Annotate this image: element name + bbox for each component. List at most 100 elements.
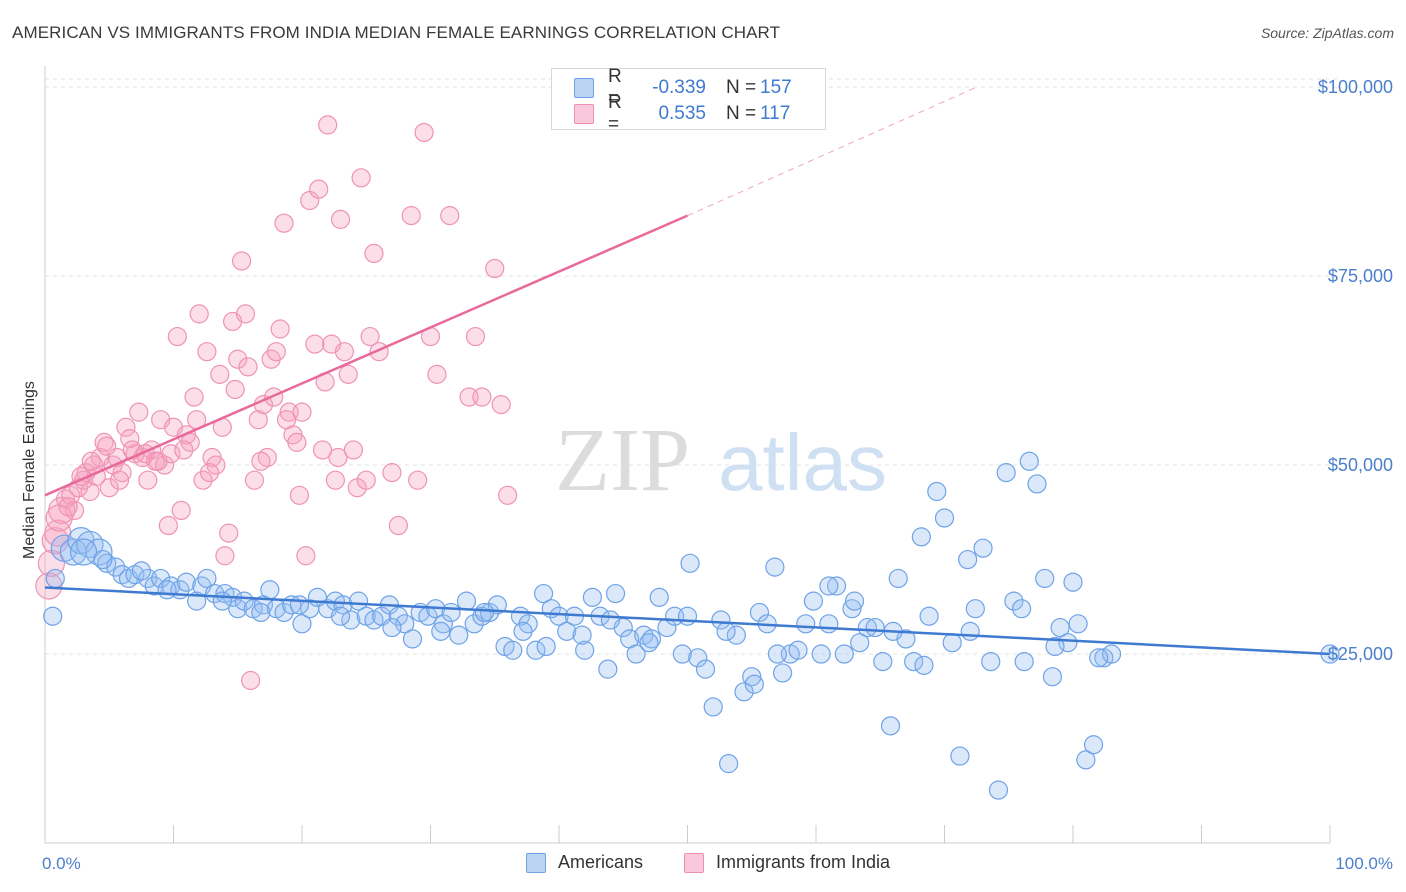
india-point — [498, 485, 518, 505]
india-point — [325, 470, 346, 490]
american-point — [572, 625, 592, 645]
american-point — [1019, 451, 1039, 471]
american-point — [197, 568, 217, 589]
american-point — [680, 553, 700, 573]
american-point — [1083, 735, 1104, 755]
american-point — [549, 606, 569, 626]
watermark-zip: ZIP — [555, 411, 690, 510]
american-point — [960, 621, 980, 641]
american-point — [557, 621, 577, 641]
watermark-atlas: atlas — [718, 418, 887, 507]
american-point — [772, 663, 793, 683]
trend-lines — [44, 86, 1331, 656]
india-point — [232, 251, 252, 271]
american-point — [45, 568, 65, 589]
legend-n-label: N = — [726, 77, 757, 98]
american-point — [260, 580, 280, 600]
legend-item-india[interactable]: Immigrants from India — [684, 852, 890, 873]
american-point — [526, 640, 546, 660]
india-point — [408, 470, 428, 490]
legend-swatch-india — [574, 104, 594, 124]
american-point — [43, 606, 63, 626]
american-point — [441, 602, 461, 623]
american-point — [880, 716, 901, 736]
american-point — [639, 633, 659, 653]
india-point — [427, 364, 447, 384]
american-point — [431, 621, 451, 641]
india-point — [360, 326, 380, 347]
american-point — [289, 595, 310, 615]
american-point — [480, 602, 500, 623]
american-point — [942, 633, 962, 653]
american-point — [1027, 474, 1047, 494]
american-point — [1004, 591, 1024, 611]
american-point — [934, 508, 955, 528]
legend-label-americans: Americans — [558, 852, 644, 872]
american-point — [973, 538, 993, 558]
india-point — [401, 206, 421, 226]
american-point — [888, 568, 908, 589]
american-point — [626, 644, 646, 664]
legend-n-value: 157 — [760, 77, 792, 98]
american-point — [873, 651, 893, 672]
india-points — [35, 107, 576, 691]
american-point — [402, 629, 423, 649]
india-point — [266, 342, 286, 362]
india-point — [318, 115, 338, 135]
india-point — [206, 455, 226, 475]
american-point — [382, 617, 402, 638]
india-point — [334, 342, 355, 362]
american-point — [341, 610, 361, 630]
legend-item-americans[interactable]: Americans — [526, 852, 643, 873]
india-trend-line — [44, 214, 688, 497]
y-tick-label: $25,000 — [1328, 644, 1393, 664]
american-point — [1068, 614, 1088, 634]
x-tick-label: 0.0% — [42, 854, 81, 873]
india-point — [276, 410, 297, 430]
american-point — [819, 576, 839, 596]
american-point — [819, 614, 839, 634]
india-point — [199, 463, 220, 483]
correlation-legend: R = -0.339 N = 157 R = 0.535 N = 117 — [551, 66, 826, 135]
american-point — [649, 587, 669, 607]
american-point — [388, 606, 408, 626]
india-point — [338, 364, 358, 384]
legend-swatch-india — [684, 852, 704, 873]
y-axis-label: Median Female Earnings — [21, 381, 38, 559]
india-point — [161, 444, 181, 464]
american-point — [826, 576, 847, 596]
american-point — [965, 599, 985, 619]
american-point — [981, 651, 1001, 672]
american-point — [865, 617, 885, 638]
india-point — [235, 304, 256, 324]
american-point — [742, 667, 762, 687]
india-point — [61, 485, 81, 505]
india-point — [193, 470, 213, 490]
american-point — [274, 602, 294, 623]
american-point — [1011, 599, 1032, 619]
india-point — [364, 243, 384, 264]
american-point — [788, 640, 808, 660]
american-point — [796, 614, 816, 634]
american-point — [988, 780, 1009, 800]
american-point — [834, 644, 854, 664]
india-point — [248, 410, 268, 430]
american-point — [456, 591, 477, 611]
american-point — [251, 602, 271, 623]
american-point — [598, 659, 618, 679]
american-point — [1063, 572, 1083, 592]
american-point — [927, 481, 947, 502]
india-point — [251, 451, 271, 471]
american-point — [1050, 617, 1070, 638]
chart-title: AMERICAN VS IMMIGRANTS FROM INDIA MEDIAN… — [12, 23, 781, 42]
india-point — [351, 168, 371, 188]
y-tick-label: $75,000 — [1328, 266, 1393, 286]
legend-swatch-americans — [574, 78, 594, 98]
india-point — [112, 463, 132, 483]
american-point — [582, 587, 603, 607]
american-point — [536, 636, 556, 657]
india-point — [305, 334, 325, 354]
india-point — [189, 304, 209, 324]
india-point — [116, 417, 136, 437]
american-point — [911, 527, 931, 547]
